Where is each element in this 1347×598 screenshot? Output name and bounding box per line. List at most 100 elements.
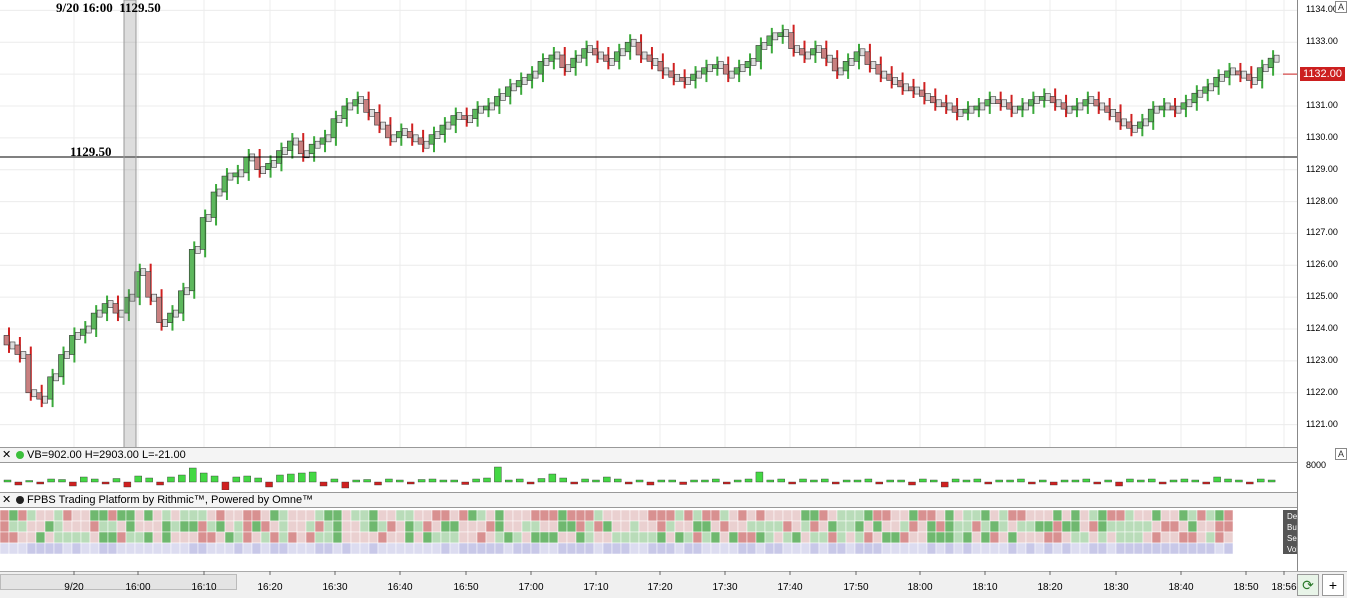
refresh-button[interactable]: ⟳ [1297,574,1319,596]
stats-cell [602,520,613,533]
stats-cell [278,542,289,555]
stats-cell [908,520,919,533]
price-bar [396,123,408,146]
volume-bar [799,478,807,483]
stats-cell [98,531,109,544]
price-tick-label: 1122.00 [1306,386,1338,397]
stats-cell [602,531,613,544]
stats-cell [1160,531,1171,544]
time-tick-label: 17:20 [647,582,672,593]
time-axis[interactable] [0,571,1347,598]
stats-cell [332,509,343,522]
stats-cell [458,520,469,533]
price-bar [559,47,572,76]
stats-cell [1169,542,1180,555]
autoscale-button[interactable]: A [1335,1,1347,13]
stats-cell [620,509,631,522]
stats-cell [953,509,964,522]
price-bar [1017,98,1029,118]
stats-cell [62,509,73,522]
stats-cell [0,520,10,533]
volume-bar [14,481,23,486]
price-chart[interactable] [0,0,1297,448]
stats-cell [62,520,73,533]
stats-cell [440,542,451,555]
stats-cell [1070,520,1081,533]
stats-cell [1133,520,1144,533]
volume-bar [1213,476,1221,483]
volume-bar [864,478,873,483]
stats-cell [296,509,307,522]
stats-cell [0,542,10,555]
stats-cell [530,509,541,522]
stats-cell [89,509,100,522]
stats-cell [476,542,487,555]
stats-cell [278,509,289,522]
volume-bar [581,478,589,483]
stats-cell [1106,520,1117,533]
stats-cell [377,542,388,555]
price-bar [221,168,234,200]
close-volume-panel-icon[interactable]: ✕ [2,449,12,461]
stats-panel-title: FPBS Trading Platform by Rithmic™, Power… [27,494,314,506]
stats-cell [710,520,721,533]
stats-cell [1043,509,1054,522]
stats-cell [332,520,343,533]
stats-cell [791,520,802,533]
stats-cell [197,542,208,555]
stats-cell [305,509,316,522]
price-bar [1191,85,1204,111]
add-button[interactable]: + [1322,574,1344,596]
price-bar [548,47,561,70]
price-bar [908,78,920,99]
scrollbar-track[interactable] [0,574,237,590]
stats-cell [1079,531,1090,544]
close-stats-panel-icon[interactable]: ✕ [2,494,12,506]
stats-cell [935,531,946,544]
price-axis[interactable] [1297,0,1347,597]
volume-bar [1028,481,1036,485]
stats-cell [404,509,415,522]
price-bar [635,34,648,63]
stats-cell [665,542,676,555]
stats-cell [251,520,262,533]
stats-cell [170,531,181,544]
volume-bar [1246,481,1254,485]
stats-cell [899,520,910,533]
stats-cell [269,542,280,555]
price-bar [657,53,670,79]
volume-bar [47,478,55,483]
price-bar [1147,101,1160,130]
stats-cell [413,520,424,533]
stats-cell [152,520,163,533]
volume-bar [287,473,295,483]
stats-cell [782,542,793,555]
stats-cell [314,531,325,544]
stats-cell [584,531,595,544]
stats-cell [710,531,721,544]
stats-cell [782,531,793,544]
volume-autoscale-button[interactable]: A [1335,448,1347,460]
stats-cell [1196,509,1207,522]
stats-cell [35,509,46,522]
price-bar [352,91,365,114]
stats-cell [341,542,352,555]
volume-bar [25,480,33,483]
stats-cell [1043,542,1054,555]
stats-cell [197,520,208,533]
stats-cell [674,531,685,544]
stats-cell [764,542,775,555]
stats-cell [728,542,739,555]
stats-cell [449,542,460,555]
stats-cell [746,542,757,555]
volume-bar [1224,478,1232,483]
stats-cell [116,531,127,544]
stats-cell [719,531,730,544]
stats-cell [575,531,586,544]
stats-cell [755,531,766,544]
volume-bar [777,478,785,483]
stats-cell [539,531,550,544]
volume-bar [930,479,938,483]
stats-cell [62,531,73,544]
volume-bar [940,481,949,488]
